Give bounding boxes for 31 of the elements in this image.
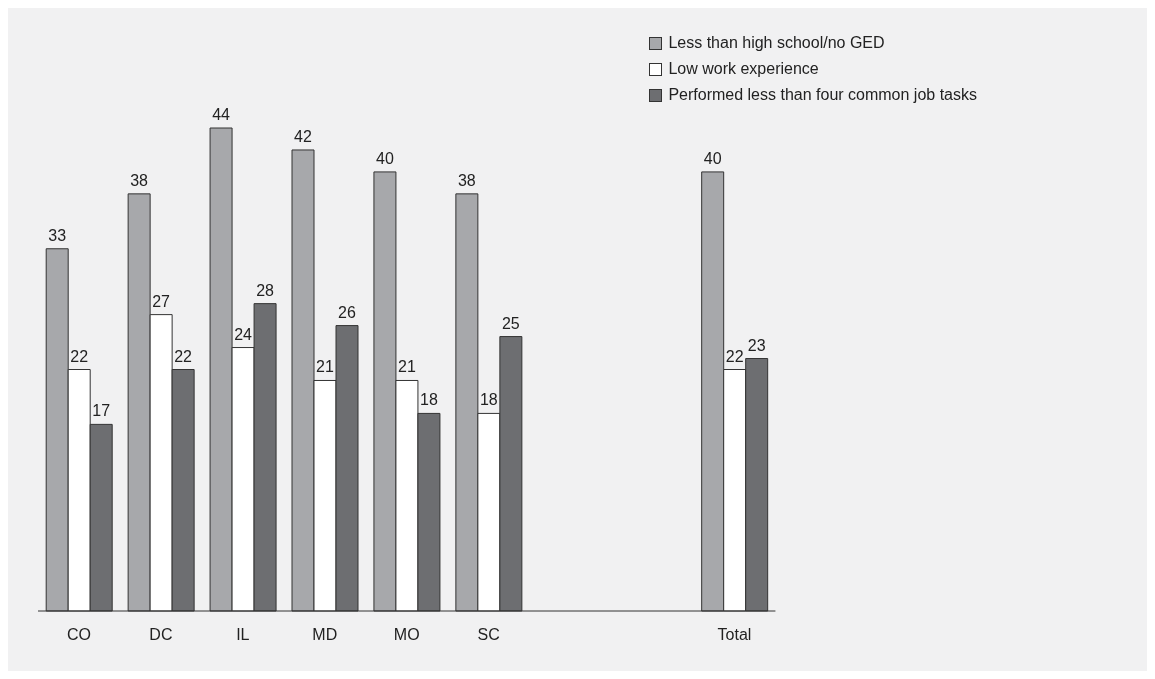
data-label: 22 [174, 347, 193, 365]
legend-label: Low work experience [668, 59, 819, 79]
data-label: 27 [152, 292, 171, 310]
data-label: 44 [212, 106, 231, 123]
legend-label: Less than high school/no GED [668, 33, 885, 53]
data-label: 24 [234, 325, 253, 343]
data-label: 21 [316, 358, 334, 376]
x-tick-label: MD [312, 626, 338, 644]
data-label: 22 [70, 347, 89, 365]
data-label: 40 [703, 149, 722, 167]
x-tick-label: DC [149, 626, 173, 644]
data-label: 26 [338, 303, 356, 321]
data-label: 28 [256, 281, 275, 299]
data-label: 22 [725, 347, 744, 365]
data-label: 17 [92, 402, 111, 420]
legend-label: Performed less than four common job tasks [668, 85, 977, 105]
data-label: 38 [130, 171, 149, 189]
data-label: 42 [294, 127, 312, 145]
x-tick-label: IL [236, 626, 250, 644]
data-label: 25 [501, 314, 520, 332]
x-tick-label: MO [393, 626, 420, 644]
x-tick-label: Total [717, 626, 752, 644]
data-label: 40 [376, 149, 394, 167]
x-tick-label: SC [477, 626, 500, 644]
data-label: 21 [398, 358, 416, 376]
x-tick-label: CO [66, 626, 91, 644]
data-label: 23 [747, 336, 766, 354]
data-label: 18 [479, 391, 498, 409]
data-label: 18 [420, 391, 438, 409]
data-label: 38 [457, 171, 476, 189]
data-label: 33 [48, 226, 67, 244]
